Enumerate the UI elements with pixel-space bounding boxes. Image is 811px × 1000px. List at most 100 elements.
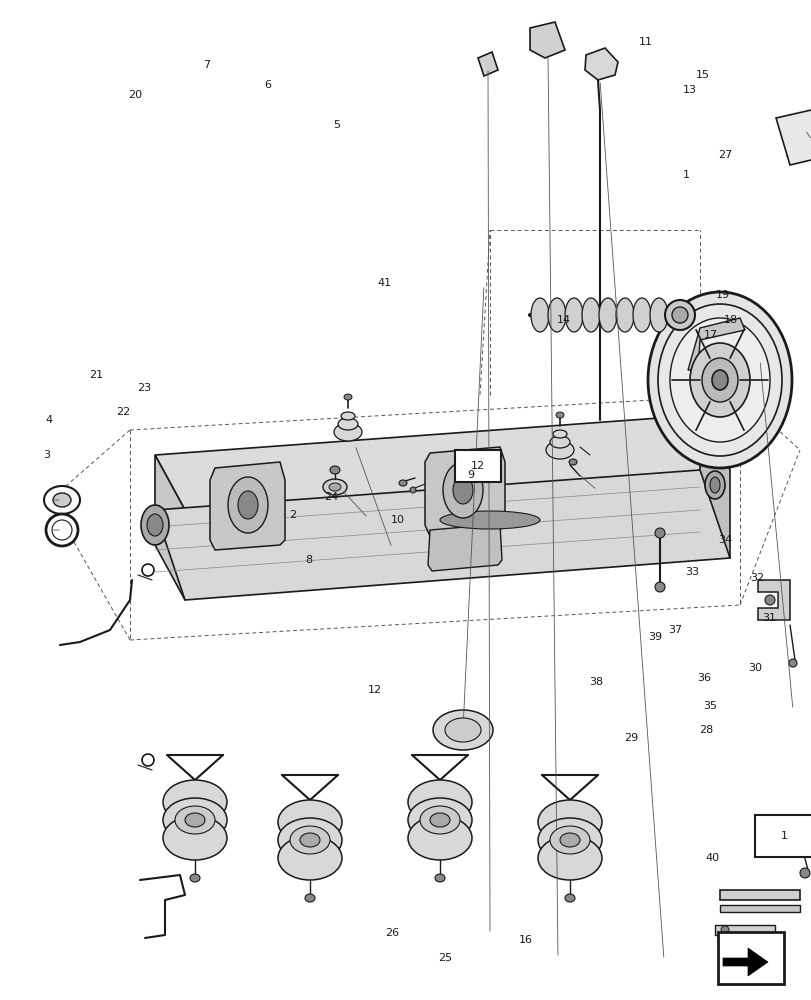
Ellipse shape <box>560 833 579 847</box>
Text: 41: 41 <box>376 278 391 288</box>
Text: 3: 3 <box>44 450 50 460</box>
Ellipse shape <box>290 826 329 854</box>
Polygon shape <box>478 52 497 76</box>
Ellipse shape <box>709 477 719 493</box>
Text: 18: 18 <box>723 315 737 325</box>
Ellipse shape <box>556 412 564 418</box>
Ellipse shape <box>277 818 341 862</box>
Ellipse shape <box>328 483 341 491</box>
Polygon shape <box>155 415 729 510</box>
Ellipse shape <box>341 412 354 420</box>
Ellipse shape <box>407 780 471 824</box>
Ellipse shape <box>141 505 169 545</box>
Polygon shape <box>687 318 744 370</box>
Ellipse shape <box>190 874 200 882</box>
Text: 5: 5 <box>333 120 340 130</box>
Ellipse shape <box>337 418 358 430</box>
Ellipse shape <box>163 798 227 842</box>
Ellipse shape <box>552 430 566 438</box>
Text: 4: 4 <box>45 415 52 425</box>
Ellipse shape <box>669 318 769 442</box>
Ellipse shape <box>175 806 215 834</box>
Ellipse shape <box>435 874 444 882</box>
Text: 6: 6 <box>264 80 271 90</box>
Ellipse shape <box>538 818 601 862</box>
Ellipse shape <box>689 343 749 417</box>
Ellipse shape <box>444 718 480 742</box>
Ellipse shape <box>530 298 548 332</box>
Text: 11: 11 <box>637 37 652 47</box>
Text: 27: 27 <box>717 150 732 160</box>
Text: 21: 21 <box>88 370 103 380</box>
Ellipse shape <box>238 491 258 519</box>
Ellipse shape <box>430 813 449 827</box>
Polygon shape <box>714 925 774 935</box>
Ellipse shape <box>344 394 351 400</box>
Text: 35: 35 <box>702 701 717 711</box>
Polygon shape <box>719 905 799 912</box>
Ellipse shape <box>569 459 577 465</box>
Text: 12: 12 <box>367 685 382 695</box>
Circle shape <box>799 868 809 878</box>
Text: 36: 36 <box>696 673 710 683</box>
Circle shape <box>764 595 774 605</box>
Ellipse shape <box>633 298 650 332</box>
Text: 33: 33 <box>684 567 698 577</box>
Polygon shape <box>155 455 185 600</box>
Text: 40: 40 <box>705 853 719 863</box>
Polygon shape <box>155 470 729 600</box>
Polygon shape <box>757 580 789 620</box>
Text: 19: 19 <box>714 290 729 300</box>
Ellipse shape <box>564 894 574 902</box>
Ellipse shape <box>440 511 539 529</box>
Ellipse shape <box>549 826 590 854</box>
Ellipse shape <box>305 894 315 902</box>
Ellipse shape <box>407 798 471 842</box>
Circle shape <box>52 520 72 540</box>
Text: 10: 10 <box>390 515 405 525</box>
Ellipse shape <box>277 800 341 844</box>
Ellipse shape <box>228 477 268 533</box>
Ellipse shape <box>163 780 227 824</box>
Ellipse shape <box>163 816 227 860</box>
Text: 24: 24 <box>324 492 338 502</box>
Polygon shape <box>210 462 285 550</box>
Text: 16: 16 <box>518 935 533 945</box>
Ellipse shape <box>410 487 415 493</box>
Ellipse shape <box>487 466 492 470</box>
Ellipse shape <box>185 813 204 827</box>
Ellipse shape <box>704 471 724 499</box>
Ellipse shape <box>664 300 694 330</box>
Text: 1: 1 <box>682 170 689 180</box>
Circle shape <box>720 926 728 934</box>
Ellipse shape <box>564 298 582 332</box>
Polygon shape <box>427 524 501 571</box>
Ellipse shape <box>407 816 471 860</box>
Ellipse shape <box>654 528 664 538</box>
Polygon shape <box>719 890 799 900</box>
Circle shape <box>788 659 796 667</box>
Ellipse shape <box>538 800 601 844</box>
Text: 7: 7 <box>204 60 210 70</box>
Text: 17: 17 <box>702 330 717 340</box>
Ellipse shape <box>538 836 601 880</box>
Text: 15: 15 <box>694 70 709 80</box>
Text: 12: 12 <box>470 461 484 471</box>
Ellipse shape <box>647 292 791 468</box>
Ellipse shape <box>549 436 569 448</box>
Ellipse shape <box>333 423 362 441</box>
Text: 32: 32 <box>749 573 764 583</box>
Text: 1: 1 <box>779 831 787 841</box>
Polygon shape <box>584 48 617 80</box>
Text: 38: 38 <box>588 677 603 687</box>
Text: 30: 30 <box>747 663 762 673</box>
Ellipse shape <box>545 441 573 459</box>
Ellipse shape <box>432 710 492 750</box>
Circle shape <box>142 754 154 766</box>
Ellipse shape <box>657 304 781 456</box>
Circle shape <box>46 514 78 546</box>
Ellipse shape <box>443 462 483 518</box>
Text: 29: 29 <box>624 733 638 743</box>
Ellipse shape <box>599 298 616 332</box>
Ellipse shape <box>147 514 163 536</box>
